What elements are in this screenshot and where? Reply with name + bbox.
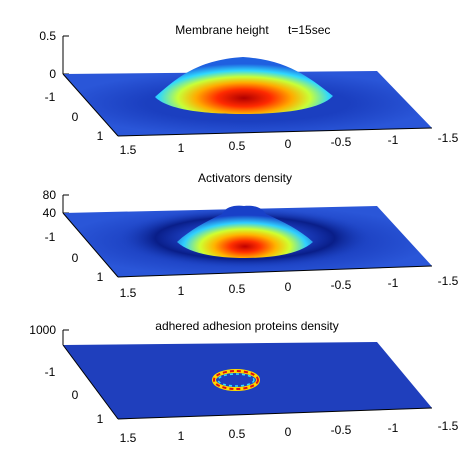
y-axis <box>62 344 119 420</box>
y-tick-label: 0 <box>72 388 79 402</box>
x-tick-label: -1.5 <box>438 131 459 145</box>
chart-title: Membrane height <box>175 23 269 37</box>
y-tick-label: -1 <box>45 90 56 104</box>
y-tick-label: 0 <box>72 251 79 265</box>
chart-title: Activators density <box>198 171 292 185</box>
x-tick-label: 0.5 <box>229 139 246 153</box>
x-tick-label: -1.5 <box>438 274 459 288</box>
x-tick-label: 0.5 <box>229 282 246 296</box>
x-tick-label: -1.5 <box>438 419 459 433</box>
time-label: t=15sec <box>288 23 330 37</box>
x-tick-label: 0 <box>285 137 292 151</box>
x-axis <box>117 407 433 420</box>
chart-title: adhered adhesion proteins density <box>155 319 338 333</box>
x-tick-label: -1 <box>388 276 399 290</box>
y-tick-label: 1 <box>97 412 104 426</box>
panel-membrane-height: Membrane height 0.5 0 -1 0 1 1.5 1 0.5 0… <box>39 23 458 157</box>
x-tick-label: 1 <box>178 429 185 443</box>
x-axis <box>117 127 433 137</box>
z-tick-label: 0.5 <box>39 29 56 43</box>
surface-peak <box>177 205 313 258</box>
x-tick-label: -0.5 <box>331 278 352 292</box>
z-tick-label: 40 <box>43 206 57 220</box>
surface-dome <box>155 57 333 114</box>
x-tick-label: 1 <box>178 141 185 155</box>
x-tick-label: 0 <box>285 425 292 439</box>
x-tick-label: 1.5 <box>120 143 137 157</box>
y-tick-label: -1 <box>45 365 56 379</box>
z-tick-label: 1000 <box>29 323 56 337</box>
surface-plane <box>63 342 432 419</box>
y-tick-label: 0 <box>72 110 79 124</box>
y-tick-label: 1 <box>97 129 104 143</box>
x-tick-label: 0.5 <box>229 427 246 441</box>
x-tick-label: -0.5 <box>331 135 352 149</box>
x-tick-label: 1 <box>178 284 185 298</box>
x-tick-label: 0 <box>285 280 292 294</box>
y-tick-label: -1 <box>45 230 56 244</box>
y-tick-label: 1 <box>97 270 104 284</box>
x-tick-label: -1 <box>388 133 399 147</box>
x-tick-label: -1 <box>388 421 399 435</box>
panel-activators-density: Activators density 80 40 -1 0 1 1.5 1 0.… <box>43 171 459 300</box>
x-tick-label: -0.5 <box>331 423 352 437</box>
x-tick-label: 1.5 <box>120 431 137 445</box>
surface-ring <box>212 369 260 391</box>
y-axis <box>62 73 119 137</box>
x-tick-label: 1.5 <box>120 286 137 300</box>
y-axis <box>62 212 119 278</box>
z-tick-label: 80 <box>43 188 57 202</box>
z-tick-label: 0 <box>49 67 56 81</box>
panel-adhesion-density: adhered adhesion proteins density 1000 -… <box>29 319 458 445</box>
x-axis <box>117 265 433 278</box>
